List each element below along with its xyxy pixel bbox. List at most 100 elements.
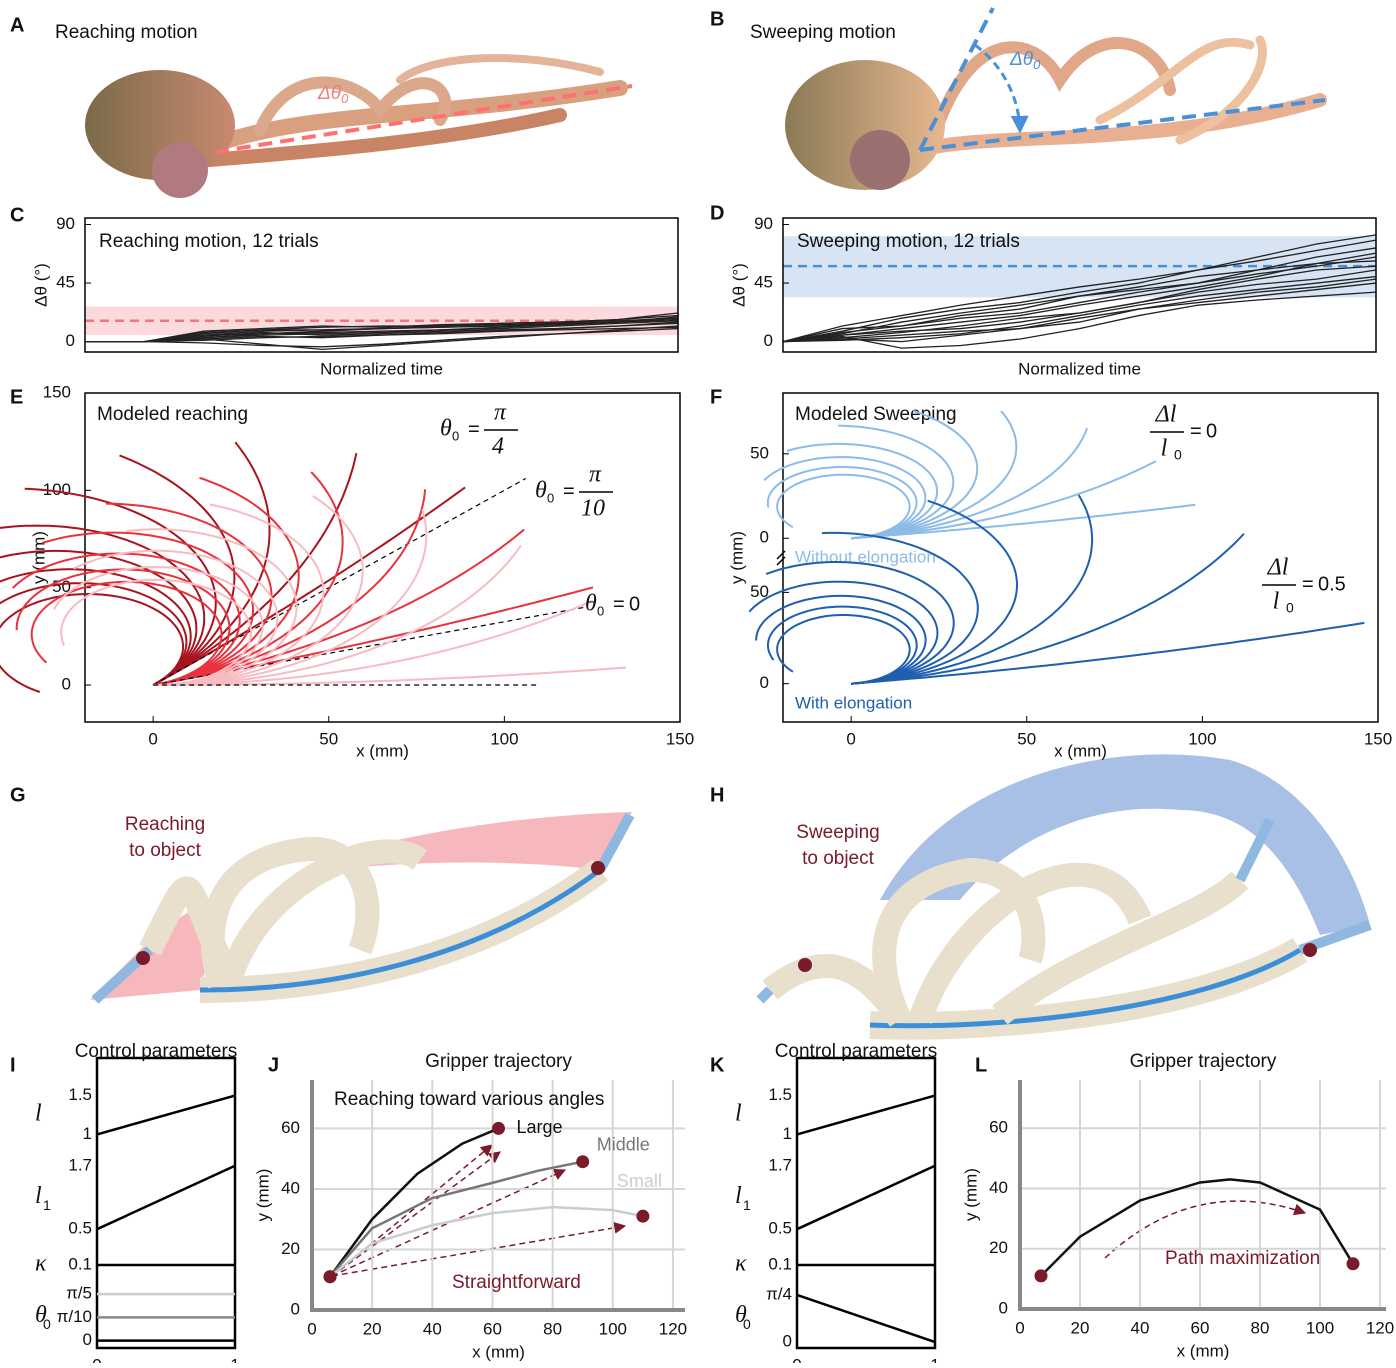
modeled-arm bbox=[126, 528, 298, 686]
series-label: Small bbox=[617, 1171, 662, 1191]
y-axis-label: y (mm) bbox=[727, 531, 746, 584]
modeled-arm bbox=[821, 531, 979, 685]
y-tick-label: 0 bbox=[83, 1330, 92, 1349]
modeled-arm bbox=[851, 503, 1196, 540]
y-tick-label: π/4 bbox=[766, 1284, 792, 1303]
y-tick-label: 1.5 bbox=[68, 1085, 92, 1104]
modeled-arm bbox=[851, 427, 1089, 540]
label-sub: 0 bbox=[452, 428, 459, 443]
panel-label: E bbox=[10, 386, 23, 408]
modeled-arm bbox=[15, 568, 231, 686]
series-line bbox=[782, 275, 1377, 343]
panel-label: C bbox=[10, 204, 24, 226]
modeled-arm bbox=[838, 424, 955, 540]
end-point bbox=[1034, 1269, 1048, 1283]
y-tick-label: 20 bbox=[989, 1238, 1008, 1257]
y-tick-label: 0 bbox=[764, 331, 773, 350]
arm-family bbox=[748, 494, 1365, 685]
panel-label: D bbox=[710, 202, 724, 224]
x-tick-label: 150 bbox=[666, 729, 694, 748]
modeled-arm bbox=[0, 568, 192, 686]
y-tick-label: 1.7 bbox=[68, 1155, 92, 1174]
label-relation: = bbox=[468, 418, 480, 440]
track-symbol: θ bbox=[35, 1302, 47, 1328]
label-num: π bbox=[589, 462, 602, 488]
x-tick-label: 0 bbox=[148, 729, 157, 748]
track-sub: 0 bbox=[43, 1316, 51, 1332]
series-line bbox=[782, 239, 1377, 343]
photo-robot-reaching bbox=[90, 812, 635, 1004]
end-point bbox=[323, 1270, 337, 1284]
label-den-sub: 0 bbox=[1174, 447, 1182, 463]
photo-caption: to object bbox=[802, 848, 875, 869]
modeled-arm bbox=[53, 565, 264, 686]
series-line bbox=[782, 278, 1377, 343]
y-tick-label: 0.1 bbox=[68, 1255, 92, 1274]
series-line bbox=[782, 282, 1377, 343]
annotation: Straightforward bbox=[452, 1272, 581, 1293]
modeled-arm bbox=[851, 494, 1094, 685]
modeled-arm bbox=[153, 545, 522, 686]
y-tick-label: 150 bbox=[43, 382, 71, 401]
photo-caption: to object bbox=[129, 840, 202, 861]
x-tick-label: 120 bbox=[659, 1319, 687, 1338]
y-tick-label: 50 bbox=[750, 443, 769, 462]
x-tick-label: 0 bbox=[307, 1319, 316, 1338]
end-point bbox=[636, 1209, 650, 1223]
x-tick-label: 150 bbox=[1364, 729, 1392, 748]
track-sub: 1 bbox=[743, 1197, 751, 1213]
track-sub: 1 bbox=[43, 1197, 51, 1213]
chart-title: Gripper trajectory bbox=[1130, 1051, 1277, 1072]
panel-label: J bbox=[268, 1054, 279, 1076]
angle-symbol: Δθ bbox=[1009, 49, 1034, 70]
x-axis-label: x (mm) bbox=[356, 741, 409, 760]
y-tick-label: 40 bbox=[281, 1178, 300, 1197]
axis bbox=[1018, 1080, 1386, 1311]
series-line bbox=[85, 327, 679, 348]
panel-label: K bbox=[710, 1054, 725, 1076]
photo-caption: Reaching motion bbox=[55, 22, 198, 43]
label-den: l bbox=[1273, 589, 1280, 615]
x-tick-label: 50 bbox=[319, 729, 338, 748]
track-symbol: l bbox=[735, 1100, 742, 1126]
x-tick-label: 40 bbox=[1131, 1318, 1150, 1337]
series-line bbox=[85, 318, 679, 343]
label-den: 10 bbox=[581, 496, 605, 522]
track-sub: 0 bbox=[743, 1316, 751, 1332]
end-point bbox=[492, 1121, 505, 1135]
x-axis-label: x (mm) bbox=[1054, 741, 1107, 760]
series-label: Large bbox=[517, 1117, 563, 1137]
modeled-arm bbox=[766, 466, 918, 540]
x-tick-label: 20 bbox=[363, 1319, 382, 1338]
label-value: 0 bbox=[629, 593, 640, 615]
end-point bbox=[1346, 1257, 1360, 1271]
modeled-arm bbox=[152, 441, 271, 686]
modeled-arm bbox=[851, 409, 979, 540]
trajectory-arrows bbox=[331, 1144, 1307, 1277]
plot-frame bbox=[84, 217, 679, 353]
modeled-arm bbox=[851, 410, 1018, 540]
modeled-arm bbox=[755, 594, 927, 685]
family-note: With elongation bbox=[795, 693, 912, 712]
modeled-arm bbox=[0, 582, 188, 686]
angle-symbol: Δθ bbox=[317, 83, 342, 104]
series-line bbox=[85, 321, 679, 343]
label-relation: = bbox=[563, 480, 575, 502]
plot-frame bbox=[782, 217, 1377, 353]
modeled-arm bbox=[153, 495, 364, 686]
label-relation: = bbox=[1302, 573, 1314, 595]
modeled-arm bbox=[851, 533, 1245, 685]
x-tick-label: 0 bbox=[1015, 1318, 1024, 1337]
axis-break-mark bbox=[776, 550, 786, 566]
y-tick-label: 20 bbox=[281, 1239, 300, 1258]
modeled-arm bbox=[851, 621, 1365, 685]
y-axis-label: y (mm) bbox=[253, 1169, 272, 1222]
x-tick-label: 120 bbox=[1366, 1318, 1394, 1337]
y-tick-label: 0 bbox=[291, 1299, 300, 1318]
angle-sub: 0 bbox=[341, 91, 349, 106]
label-symbol: θ bbox=[585, 591, 597, 617]
arm-family bbox=[12, 471, 594, 686]
chart-title: Gripper trajectory bbox=[425, 1051, 572, 1072]
